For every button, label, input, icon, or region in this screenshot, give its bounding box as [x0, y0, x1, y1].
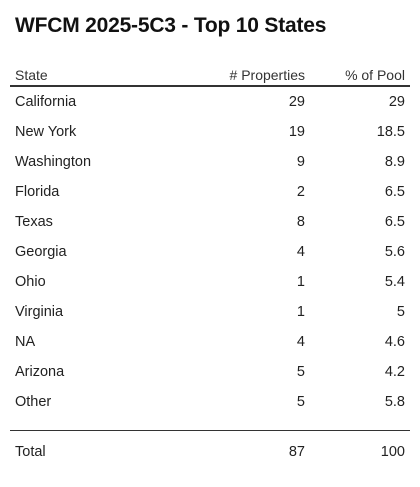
table-row: Virginia 1 5: [10, 297, 410, 327]
total-row: Total 87 100: [10, 431, 410, 471]
table-header: State # Properties % of Pool: [10, 62, 410, 87]
cell-properties: 19: [288, 124, 305, 140]
cell-state: Georgia: [15, 244, 67, 260]
cell-state: Texas: [15, 214, 53, 230]
cell-state: California: [15, 94, 77, 110]
table-row: Florida 2 6.5: [10, 177, 410, 207]
cell-pool: 4.6: [384, 334, 405, 350]
cell-pool: 8.9: [384, 154, 405, 170]
cell-properties: 5: [296, 364, 305, 380]
cell-pool: 18.5: [376, 124, 405, 140]
table-row: New York 19 18.5: [10, 117, 410, 147]
cell-state: Arizona: [15, 364, 65, 380]
cell-properties: 5: [296, 394, 305, 410]
cell-pool: 4.2: [384, 364, 405, 380]
table-row: Texas 8 6.5: [10, 207, 410, 237]
total-properties: 87: [288, 444, 305, 460]
cell-properties: 29: [288, 94, 305, 110]
table-spacer: [10, 417, 410, 430]
total-pool: 100: [380, 444, 405, 460]
column-header-pool: % of Pool: [345, 67, 405, 83]
column-header-properties: # Properties: [229, 67, 305, 83]
table-row: Ohio 1 5.4: [10, 267, 410, 297]
cell-pool: 5: [396, 304, 405, 320]
cell-state: New York: [15, 124, 77, 140]
states-table: State # Properties % of Pool California 2…: [10, 62, 410, 471]
table-body: California 29 29 New York 19 18.5 Washington 9 8…: [10, 87, 410, 417]
page-title: WFCM 2025-5C3 - Top 10 States: [15, 14, 327, 37]
cell-properties: 1: [296, 304, 305, 320]
cell-state: Other: [15, 394, 52, 410]
table-row: California 29 29: [10, 87, 410, 117]
column-header-state: State: [15, 67, 48, 83]
cell-state: NA: [15, 334, 36, 350]
cell-pool: 6.5: [384, 214, 405, 230]
cell-properties: 8: [296, 214, 305, 230]
total-label: Total: [15, 444, 46, 460]
cell-state: Virginia: [15, 304, 64, 320]
cell-properties: 9: [296, 154, 305, 170]
cell-properties: 4: [296, 244, 305, 260]
cell-pool: 5.4: [384, 274, 405, 290]
cell-state: Ohio: [15, 274, 46, 290]
cell-properties: 1: [296, 274, 305, 290]
table-row: Arizona 5 4.2: [10, 357, 410, 387]
cell-state: Washington: [15, 154, 92, 170]
table-row: Georgia 4 5.6: [10, 237, 410, 267]
cell-properties: 2: [296, 184, 305, 200]
cell-pool: 5.6: [384, 244, 405, 260]
cell-pool: 5.8: [384, 394, 405, 410]
table-row: Other 5 5.8: [10, 387, 410, 417]
table-row: Washington 9 8.9: [10, 147, 410, 177]
cell-pool: 6.5: [384, 184, 405, 200]
table-row: NA 4 4.6: [10, 327, 410, 357]
cell-pool: 29: [388, 94, 405, 110]
total-divider: [10, 430, 410, 431]
cell-properties: 4: [296, 334, 305, 350]
cell-state: Florida: [15, 184, 60, 200]
